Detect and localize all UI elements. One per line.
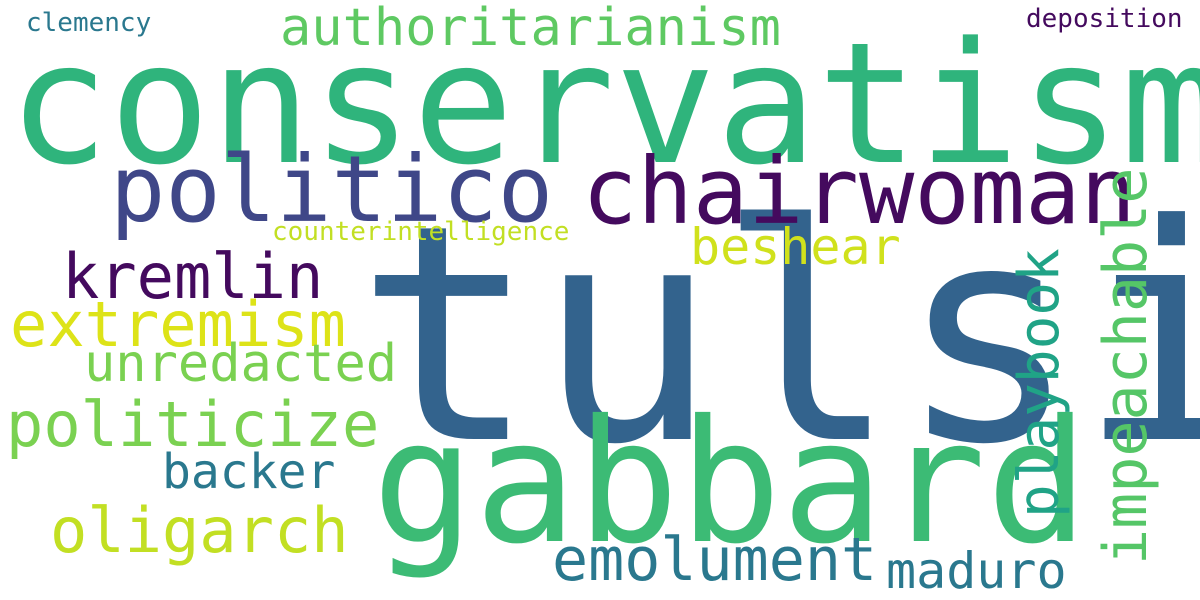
word-clemency: clemency [26, 8, 152, 38]
word-gabbard: gabbard [372, 384, 1089, 582]
word-oligarch: oligarch [50, 494, 349, 567]
word-playbook: playbook [1007, 248, 1072, 518]
word-impeachable: impeachable [1091, 167, 1161, 565]
word-chairwoman: chairwoman [582, 138, 1136, 245]
word-counterintelligence: counterintelligence [272, 217, 570, 247]
word-politicize: politicize [6, 388, 380, 461]
word-maduro: maduro [886, 542, 1067, 600]
word-authoritarianism: authoritarianism [280, 0, 781, 58]
word-tulsi: tulsi [356, 161, 1200, 510]
word-deposition: deposition [1026, 4, 1183, 34]
word-kremlin: kremlin [62, 240, 324, 313]
word-conservatism: conservatism [8, 6, 1200, 202]
word-backer: backer [162, 444, 336, 500]
word-beshear: beshear [690, 218, 901, 276]
word-politico: politico [110, 136, 554, 243]
word-emolument: emolument [552, 525, 878, 595]
word-unredacted: unredacted [84, 334, 398, 394]
word-extremism: extremism [10, 288, 346, 361]
